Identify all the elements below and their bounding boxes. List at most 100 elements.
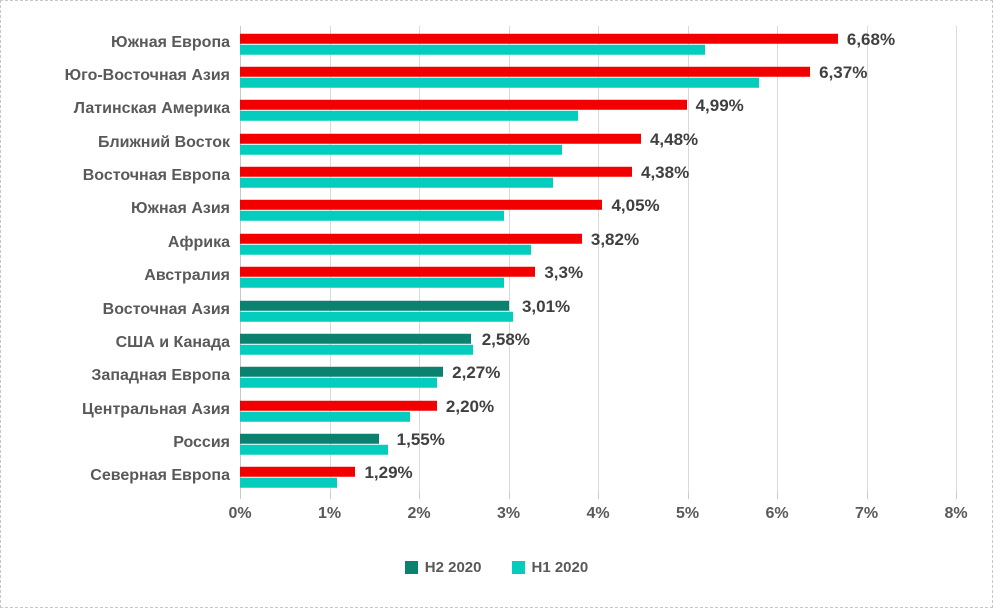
x-tick-label: 2% bbox=[407, 505, 431, 522]
gridline bbox=[956, 26, 957, 493]
bar-group bbox=[240, 166, 956, 188]
axis-tick-mark bbox=[866, 493, 868, 499]
bar-h2-2020 bbox=[240, 100, 687, 111]
bar-row: Австралия 3,3% bbox=[144, 260, 956, 293]
legend-item: H2 2020 bbox=[404, 559, 482, 576]
bar-h2-2020 bbox=[240, 233, 582, 244]
bar-group bbox=[240, 133, 956, 155]
axis-tick-mark bbox=[956, 493, 957, 499]
bar-row: Восточная Азия 3,01% bbox=[103, 293, 956, 326]
category-label: Южная Азия bbox=[130, 200, 230, 218]
bar-h2-2020 bbox=[240, 33, 838, 44]
x-tick-label: 5% bbox=[675, 505, 700, 522]
bar-group bbox=[240, 33, 956, 55]
bar-h1-2020 bbox=[240, 411, 411, 422]
value-label: 4,05% bbox=[611, 196, 660, 216]
value-label: 4,38% bbox=[641, 163, 690, 183]
bar-h1-2020 bbox=[240, 111, 579, 122]
x-tick-label: 4% bbox=[586, 505, 610, 522]
bar-group bbox=[240, 400, 956, 422]
bar-row: Африка 3,82% bbox=[168, 226, 956, 259]
bar-row: Россия 1,55% bbox=[173, 426, 956, 459]
axis-tick-mark bbox=[329, 493, 331, 499]
category-label: Восточная Европа bbox=[82, 167, 230, 185]
bar-rows: Южная Европа 6,68% Юго-Восточная Азия 6,37%… bbox=[65, 26, 956, 493]
category-label: США и Канада bbox=[115, 333, 230, 351]
bar-group bbox=[240, 233, 956, 255]
bar-group bbox=[240, 266, 956, 288]
value-label: 3,3% bbox=[544, 263, 584, 283]
value-label: 2,58% bbox=[481, 329, 530, 349]
bar-h1-2020 bbox=[240, 478, 337, 489]
legend-label: H2 2020 bbox=[424, 559, 482, 576]
bar-row: США и Канада 2,58% bbox=[116, 326, 956, 359]
category-label: Восточная Азия bbox=[102, 300, 230, 318]
bar-h2-2020 bbox=[240, 467, 356, 478]
bar-row: Центральная Азия 2,20% bbox=[82, 393, 956, 426]
chart-legend: H2 2020 H1 2020 bbox=[1, 559, 992, 576]
plot-area: Южная Европа 6,68% Юго-Восточная Азия 6,37%… bbox=[65, 26, 957, 499]
bar-h1-2020 bbox=[240, 77, 760, 88]
bar-row: Южная Европа 6,68% bbox=[111, 26, 956, 59]
bar-row: Латинская Америка 4,99% bbox=[74, 93, 956, 126]
bar-h1-2020 bbox=[240, 44, 706, 55]
bar-h2-2020 bbox=[240, 433, 379, 444]
x-tick-label: 1% bbox=[317, 505, 342, 522]
x-tick-label: 7% bbox=[854, 505, 879, 522]
bar-row: Ближний Восток 4,48% bbox=[98, 126, 956, 159]
value-label: 2,20% bbox=[445, 396, 495, 416]
value-label: 2,27% bbox=[452, 363, 501, 383]
x-tick-label: 3% bbox=[496, 505, 521, 522]
axis-tick-mark bbox=[777, 493, 778, 499]
value-label: 3,01% bbox=[521, 296, 571, 316]
bar-h1-2020 bbox=[240, 344, 473, 355]
bar-group bbox=[240, 333, 956, 355]
category-label: Австралия bbox=[144, 267, 230, 285]
category-label: Северная Европа bbox=[90, 467, 230, 485]
gridline bbox=[508, 26, 510, 493]
legend-swatch-icon bbox=[511, 561, 525, 574]
value-label: 4,48% bbox=[649, 129, 699, 149]
value-label: 3,82% bbox=[590, 229, 640, 249]
bar-h1-2020 bbox=[240, 177, 554, 188]
bar-row: Восточная Европа 4,38% bbox=[83, 159, 956, 192]
bar-h2-2020 bbox=[240, 367, 444, 378]
bar-row: Западная Европа 2,27% bbox=[91, 360, 956, 393]
bar-h1-2020 bbox=[240, 244, 531, 255]
x-axis: 0% 1% 2% 3% 4% 5% 6% 7% 8% bbox=[228, 505, 967, 531]
value-label: 4,99% bbox=[695, 96, 744, 116]
x-tick-label: 0% bbox=[228, 505, 252, 522]
bar-h1-2020 bbox=[240, 144, 563, 155]
bar-h1-2020 bbox=[240, 378, 437, 389]
bar-h2-2020 bbox=[240, 333, 471, 344]
bar-group bbox=[240, 66, 956, 88]
legend-label: H1 2020 bbox=[531, 559, 589, 576]
bar-h2-2020 bbox=[240, 266, 536, 277]
bar-h1-2020 bbox=[240, 277, 505, 288]
axis-tick-mark bbox=[598, 493, 599, 499]
bar-group bbox=[240, 300, 956, 322]
axis-tick-mark bbox=[240, 493, 241, 499]
bar-row: Южная Азия 4,05% bbox=[131, 193, 956, 226]
x-tick-label: 8% bbox=[944, 505, 968, 522]
axis-tick-mark bbox=[687, 493, 689, 499]
gridline bbox=[598, 26, 599, 493]
category-label: Африка bbox=[167, 233, 230, 251]
x-tick-label: 6% bbox=[765, 505, 789, 522]
category-label: Ближний Восток bbox=[97, 133, 230, 151]
bar-h2-2020 bbox=[240, 166, 632, 177]
bar-group bbox=[240, 433, 956, 455]
bar-h2-2020 bbox=[240, 66, 811, 77]
bar-h1-2020 bbox=[240, 444, 388, 455]
value-label: 6,68% bbox=[846, 29, 896, 49]
category-label: Латинская Америка bbox=[73, 100, 230, 118]
category-label: Россия bbox=[173, 433, 230, 451]
gridline bbox=[777, 26, 778, 493]
bar-group bbox=[240, 467, 956, 489]
gridline bbox=[687, 26, 689, 493]
gridline bbox=[866, 26, 868, 493]
bar-h2-2020 bbox=[240, 400, 437, 411]
bar-row: Юго-Восточная Азия 6,37% bbox=[65, 59, 956, 92]
bar-h2-2020 bbox=[240, 133, 641, 144]
